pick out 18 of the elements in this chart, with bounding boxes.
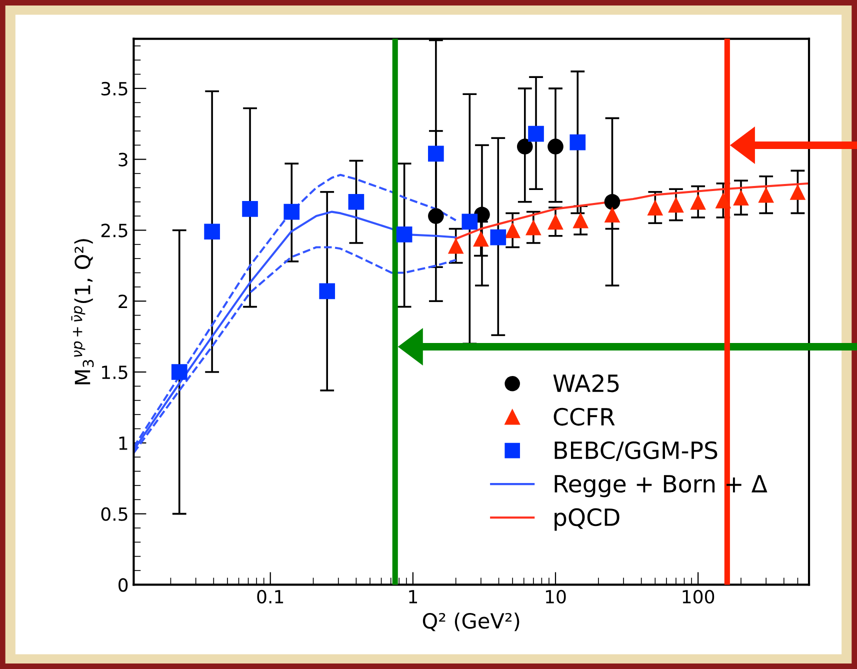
x-axis-title: Q² (GeV²) [422,612,520,632]
y-tick-label: 1.5 [102,366,128,380]
y-tick-label: 1 [119,436,128,450]
legend-label: pQCD [554,508,620,531]
y-axis-title: M$_{3}$$^{νp+ν̄p}$(1, Q²) [71,239,94,384]
y-tick-label: 3 [118,152,128,166]
y-tick-label: 2 [118,294,128,308]
y-tick-label: 0.5 [101,507,128,521]
x-tick-label: 100 [682,590,714,604]
legend-label: BEBC/GGM-PS [554,441,718,462]
x-tick-label: 1 [409,590,418,604]
y-tick-label: 3.5 [101,82,128,96]
legend-label: WA25 [553,374,619,392]
x-tick-label: 0.1 [257,590,284,604]
y-tick-label: 0 [118,578,128,592]
x-tick-label: 10 [546,590,566,604]
legend-label: CCFR [554,408,615,426]
y-tick-label: 2.5 [101,224,128,238]
